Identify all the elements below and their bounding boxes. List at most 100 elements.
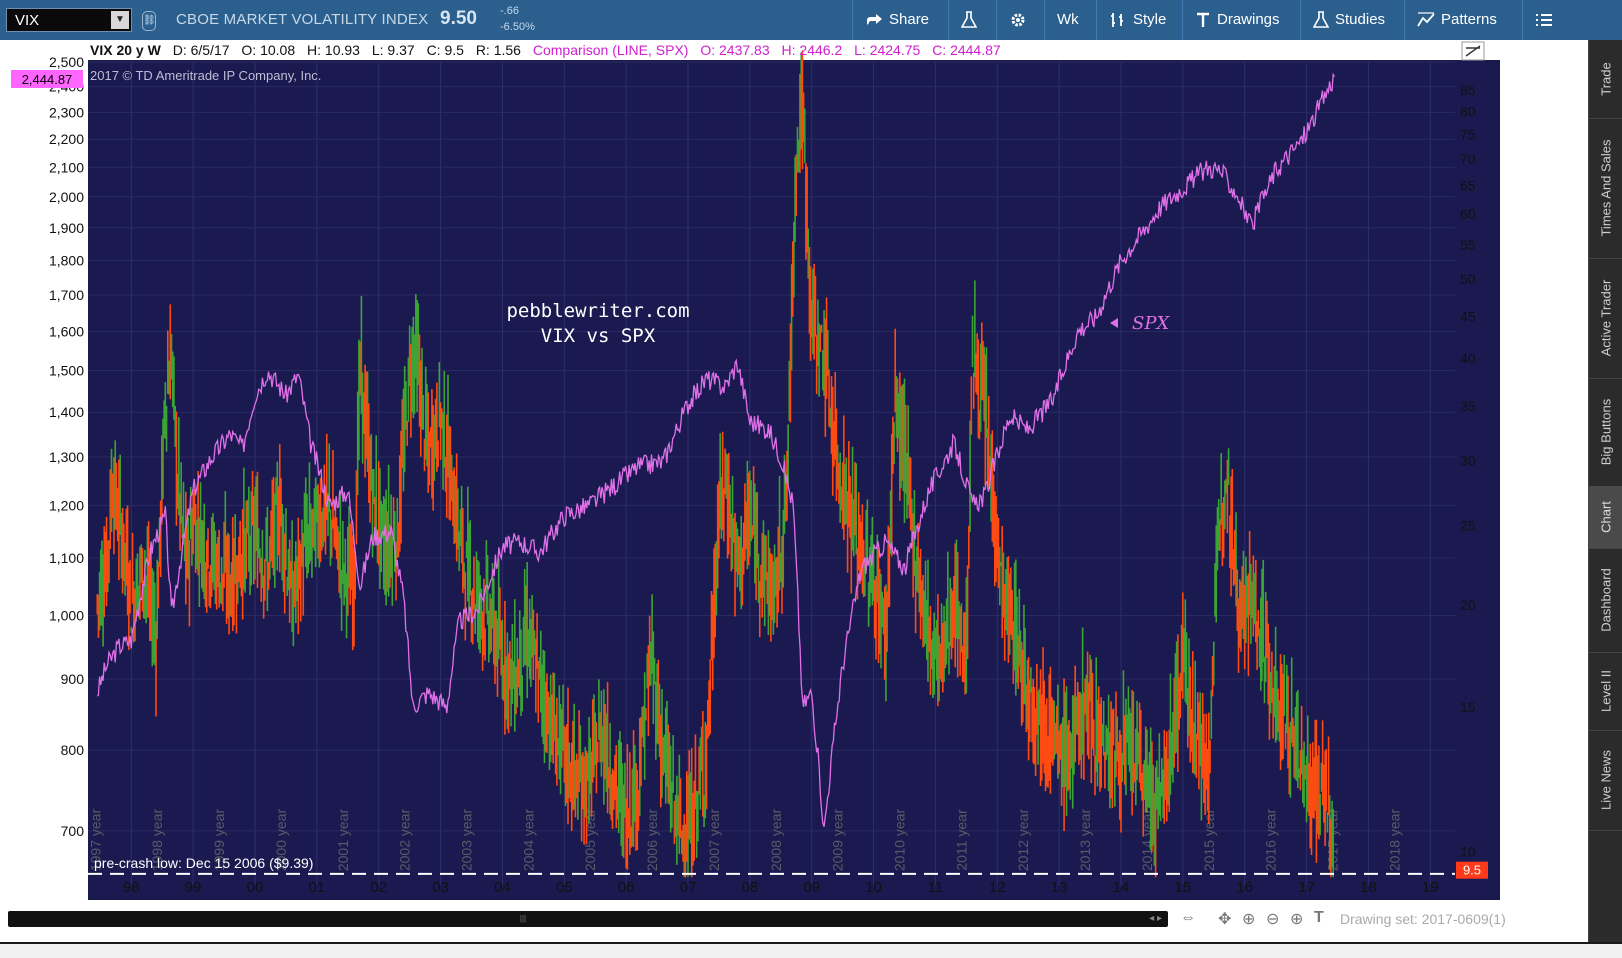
tab-big-buttons[interactable]: Big Buttons [1589, 378, 1622, 487]
left-tick-label: 2,500 [49, 54, 84, 70]
right-tick-label: 10 [1460, 843, 1476, 859]
link-icon[interactable]: ⛓ [142, 11, 156, 31]
year-label: 1999 year [211, 809, 227, 872]
year-label: 1997 year [87, 809, 103, 872]
left-tick-label: 1,500 [49, 363, 84, 379]
plot-bottom-strip [88, 900, 1500, 904]
left-tick-label: 2,200 [49, 131, 84, 147]
x-tick-label: 00 [247, 879, 264, 896]
year-label: 2011 year [953, 809, 969, 871]
chevron-down-icon[interactable]: ▼ [111, 11, 129, 29]
x-tick-label: 12 [989, 879, 1006, 896]
year-label: 2002 year [397, 809, 413, 872]
right-tick-label: 15 [1460, 699, 1476, 715]
right-axis: 10 15 20 25 30 35 40 45 50 55 60 65 70 75 80 85 [1460, 82, 1476, 859]
left-tick-label: 2,100 [49, 159, 84, 175]
settings-button[interactable] [996, 0, 1044, 40]
zoom-icon[interactable]: ⊕ [1242, 911, 1256, 928]
year-label: 2012 year [1015, 809, 1031, 872]
year-label: 2016 year [1263, 809, 1279, 872]
x-tick-label: 05 [556, 879, 573, 896]
year-label: 2009 year [830, 809, 846, 872]
text-t-icon[interactable]: T [1314, 909, 1324, 926]
header-cmp-high: H: 2446.2 [782, 42, 843, 58]
symbol-input[interactable]: VIX ▼ [6, 8, 132, 32]
x-tick-label: 09 [803, 879, 820, 896]
symbol-text: VIX [15, 12, 40, 29]
x-tick-label: 14 [1113, 879, 1130, 896]
right-tick-label: 55 [1460, 237, 1476, 253]
x-tick-label: 13 [1051, 879, 1068, 896]
left-tick-label: 1,200 [49, 497, 84, 513]
year-label: 2015 year [1201, 809, 1217, 872]
menu-icon [1536, 14, 1552, 27]
spx-arrow-icon [1110, 318, 1118, 328]
text-t-icon [1197, 12, 1209, 28]
zoom-out-icon[interactable]: ⊖ [1266, 911, 1280, 928]
tab-trade[interactable]: Trade [1589, 40, 1622, 119]
header-date: D: 6/5/17 [173, 42, 230, 58]
x-tick-label: 99 [185, 879, 202, 896]
scroll-arrows-icon[interactable]: ◂ ▸ [1149, 913, 1162, 924]
left-tick-label: 2,000 [49, 189, 84, 205]
copyright-text: 2017 © TD Ameritrade IP Company, Inc. [90, 68, 321, 83]
chart-footer: ||| ◂ ▸ ⇔ ✥ ⊕ ⊖ ⊕ T Drawing set: 2017-06… [0, 904, 1588, 940]
x-tick-label: 02 [370, 879, 387, 896]
chart-svg[interactable]: 1997 year 1998 year 1999 year 2000 year 2001… [0, 40, 1588, 904]
spx-price-tag-text: 2,444.87 [22, 72, 73, 87]
x-tick-label: 15 [1174, 879, 1191, 896]
right-tick-label: 65 [1460, 178, 1476, 194]
left-tick-label: 1,400 [49, 404, 84, 420]
menu-button[interactable] [1522, 0, 1588, 40]
instrument-name: CBOE MARKET VOLATILITY INDEX [176, 11, 429, 28]
share-label: Share [889, 11, 930, 28]
studies-button[interactable]: Studies [1300, 0, 1404, 40]
right-tick-label: 40 [1460, 350, 1476, 366]
right-sidebar: Trade Times And Sales Active Trader Big … [1588, 40, 1622, 942]
time-scrollbar[interactable]: ||| ◂ ▸ [8, 911, 1168, 927]
header-cmp-low: L: 2424.75 [854, 42, 920, 58]
x-tick-label: 04 [494, 879, 511, 896]
flask-button[interactable] [948, 0, 996, 40]
right-tick-label: 70 [1460, 151, 1476, 167]
tab-chart[interactable]: Chart [1589, 486, 1622, 549]
scrollbar-thumb[interactable]: ||| [519, 914, 527, 923]
chart-area[interactable]: 1997 year 1998 year 1999 year 2000 year 2001… [0, 40, 1588, 942]
right-tick-label: 80 [1460, 104, 1476, 120]
drawings-label: Drawings [1217, 11, 1280, 28]
year-label: 2010 year [891, 809, 907, 872]
left-tick-label: 1,100 [49, 550, 84, 566]
share-button[interactable]: Share [852, 0, 948, 40]
drawing-set-label[interactable]: Drawing set: 2017-0609(1) [1340, 911, 1506, 927]
tab-times-and-sales[interactable]: Times And Sales [1589, 118, 1622, 259]
header-line: VIX 20 y W D: 6/5/17 O: 10.08 H: 10.93 L… [90, 42, 1001, 58]
vix-candles [96, 50, 1335, 878]
pct-change: -6.50% [500, 21, 535, 33]
plot-background [88, 60, 1500, 900]
left-tick-label: 700 [61, 823, 85, 839]
aggregation-label: Wk [1057, 11, 1079, 28]
expand-icon[interactable] [1461, 41, 1485, 61]
tab-label: Chart [1598, 501, 1613, 533]
zoom-in-icon[interactable]: ⊕ [1290, 911, 1304, 928]
spx-label: SPX [1132, 313, 1170, 334]
patterns-button[interactable]: Patterns [1404, 0, 1522, 40]
style-button[interactable]: Style [1096, 0, 1182, 40]
move-icon[interactable]: ✥ [1218, 911, 1232, 928]
year-label: 1998 year [149, 809, 165, 872]
year-label: 2007 year [706, 809, 722, 872]
right-tick-label: 25 [1460, 517, 1476, 533]
tab-dashboard[interactable]: Dashboard [1589, 548, 1622, 653]
flask-icon [960, 11, 978, 28]
tab-level-ii[interactable]: Level II [1589, 652, 1622, 731]
aggregation-button[interactable]: Wk [1044, 0, 1096, 40]
right-tick-label: 20 [1460, 597, 1476, 613]
share-icon [867, 14, 882, 26]
left-tick-label: 1,300 [49, 449, 84, 465]
pan-icon[interactable]: ⇔ [1180, 909, 1196, 926]
x-tick-label: 18 [1360, 879, 1377, 896]
tab-label: Level II [1598, 670, 1613, 712]
tab-live-news[interactable]: Live News [1589, 730, 1622, 831]
tab-active-trader[interactable]: Active Trader [1589, 258, 1622, 379]
drawings-button[interactable]: Drawings [1182, 0, 1300, 40]
